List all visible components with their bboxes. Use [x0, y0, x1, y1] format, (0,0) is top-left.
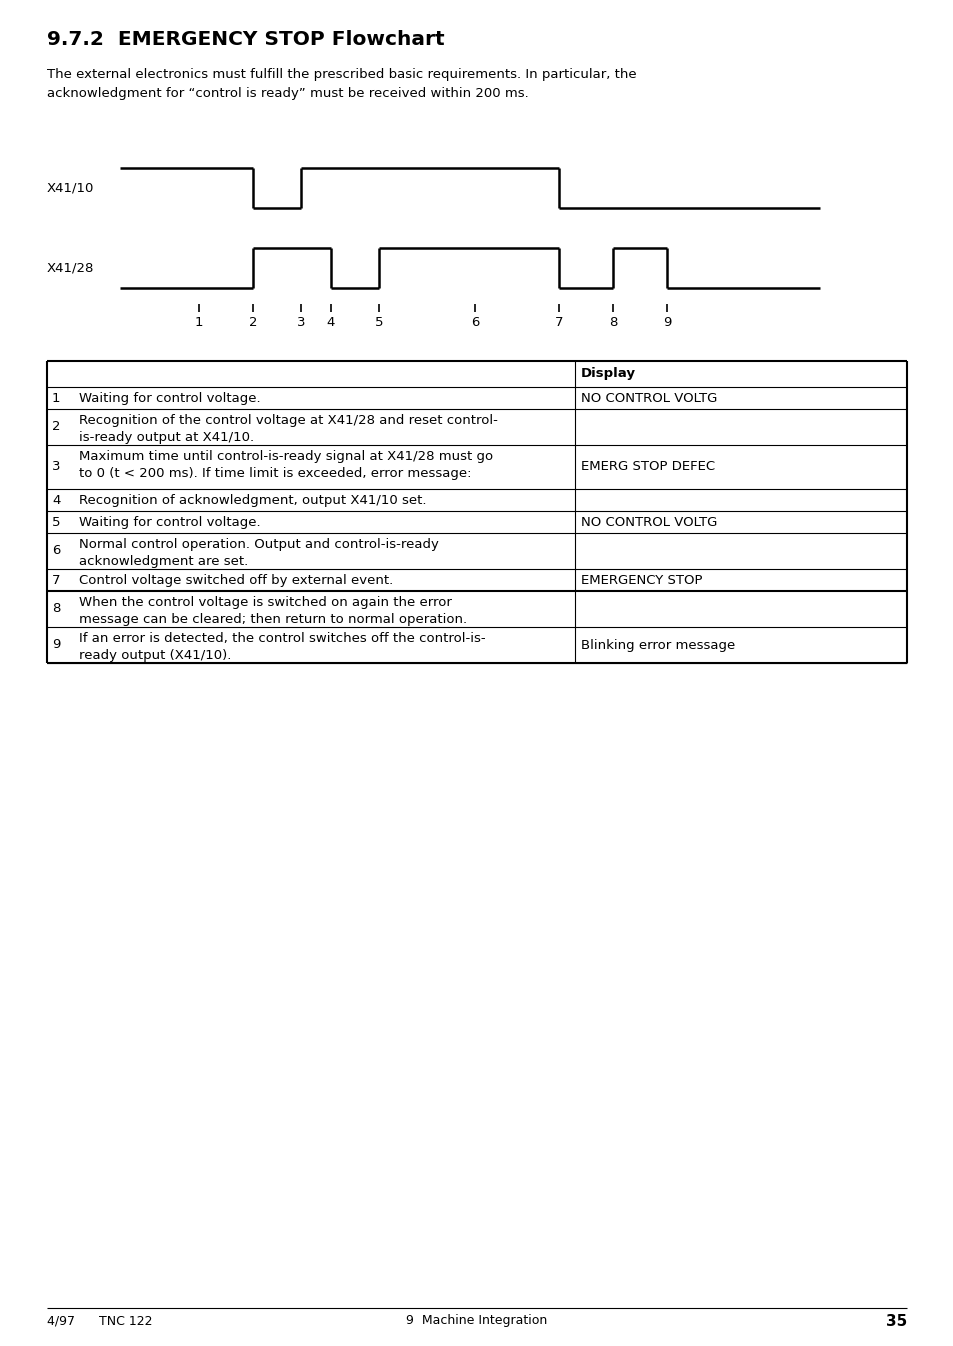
Text: 4/97      TNC 122: 4/97 TNC 122: [47, 1314, 152, 1327]
Text: If an error is detected, the control switches off the control-is-
ready output (: If an error is detected, the control swi…: [79, 633, 485, 662]
Text: Recognition of acknowledgment, output X41/10 set.: Recognition of acknowledgment, output X4…: [79, 494, 426, 507]
Text: 9: 9: [662, 316, 671, 328]
Text: 4: 4: [327, 316, 335, 328]
Text: EMERG STOP DEFEC: EMERG STOP DEFEC: [580, 460, 715, 474]
Text: Waiting for control voltage.: Waiting for control voltage.: [79, 392, 260, 405]
Text: Display: Display: [580, 367, 636, 381]
Text: 5: 5: [375, 316, 383, 328]
Text: 9  Machine Integration: 9 Machine Integration: [406, 1314, 547, 1327]
Text: 1: 1: [52, 392, 60, 405]
Text: 8: 8: [608, 316, 617, 328]
Text: 4: 4: [52, 494, 60, 506]
Text: 3: 3: [296, 316, 305, 328]
Text: Recognition of the control voltage at X41/28 and reset control-
is-ready output : Recognition of the control voltage at X4…: [79, 415, 497, 444]
Text: 5: 5: [52, 516, 60, 529]
Text: EMERGENCY STOP: EMERGENCY STOP: [580, 573, 701, 587]
Text: 2: 2: [52, 420, 60, 433]
Text: 6: 6: [52, 545, 60, 557]
Text: The external electronics must fulfill the prescribed basic requirements. In part: The external electronics must fulfill th…: [47, 69, 636, 100]
Text: NO CONTROL VOLTG: NO CONTROL VOLTG: [580, 392, 717, 405]
Text: 1: 1: [194, 316, 203, 328]
Text: 2: 2: [249, 316, 257, 328]
Text: Normal control operation. Output and control-is-ready
acknowledgment are set.: Normal control operation. Output and con…: [79, 538, 438, 568]
Text: X41/28: X41/28: [47, 261, 94, 275]
Text: NO CONTROL VOLTG: NO CONTROL VOLTG: [580, 516, 717, 529]
Text: 9: 9: [52, 638, 60, 651]
Text: 8: 8: [52, 603, 60, 615]
Text: Blinking error message: Blinking error message: [580, 638, 735, 651]
Text: 7: 7: [554, 316, 562, 328]
Text: 3: 3: [52, 460, 60, 474]
Text: 35: 35: [884, 1314, 906, 1329]
Text: Control voltage switched off by external event.: Control voltage switched off by external…: [79, 573, 393, 587]
Text: 6: 6: [471, 316, 478, 328]
Text: When the control voltage is switched on again the error
message can be cleared; : When the control voltage is switched on …: [79, 596, 467, 626]
Text: Waiting for control voltage.: Waiting for control voltage.: [79, 516, 260, 529]
Text: 7: 7: [52, 573, 60, 587]
Text: X41/10: X41/10: [47, 182, 94, 195]
Text: 9.7.2  EMERGENCY STOP Flowchart: 9.7.2 EMERGENCY STOP Flowchart: [47, 30, 444, 48]
Text: Maximum time until control-is-ready signal at X41/28 must go
to 0 (t < 200 ms). : Maximum time until control-is-ready sign…: [79, 450, 493, 481]
